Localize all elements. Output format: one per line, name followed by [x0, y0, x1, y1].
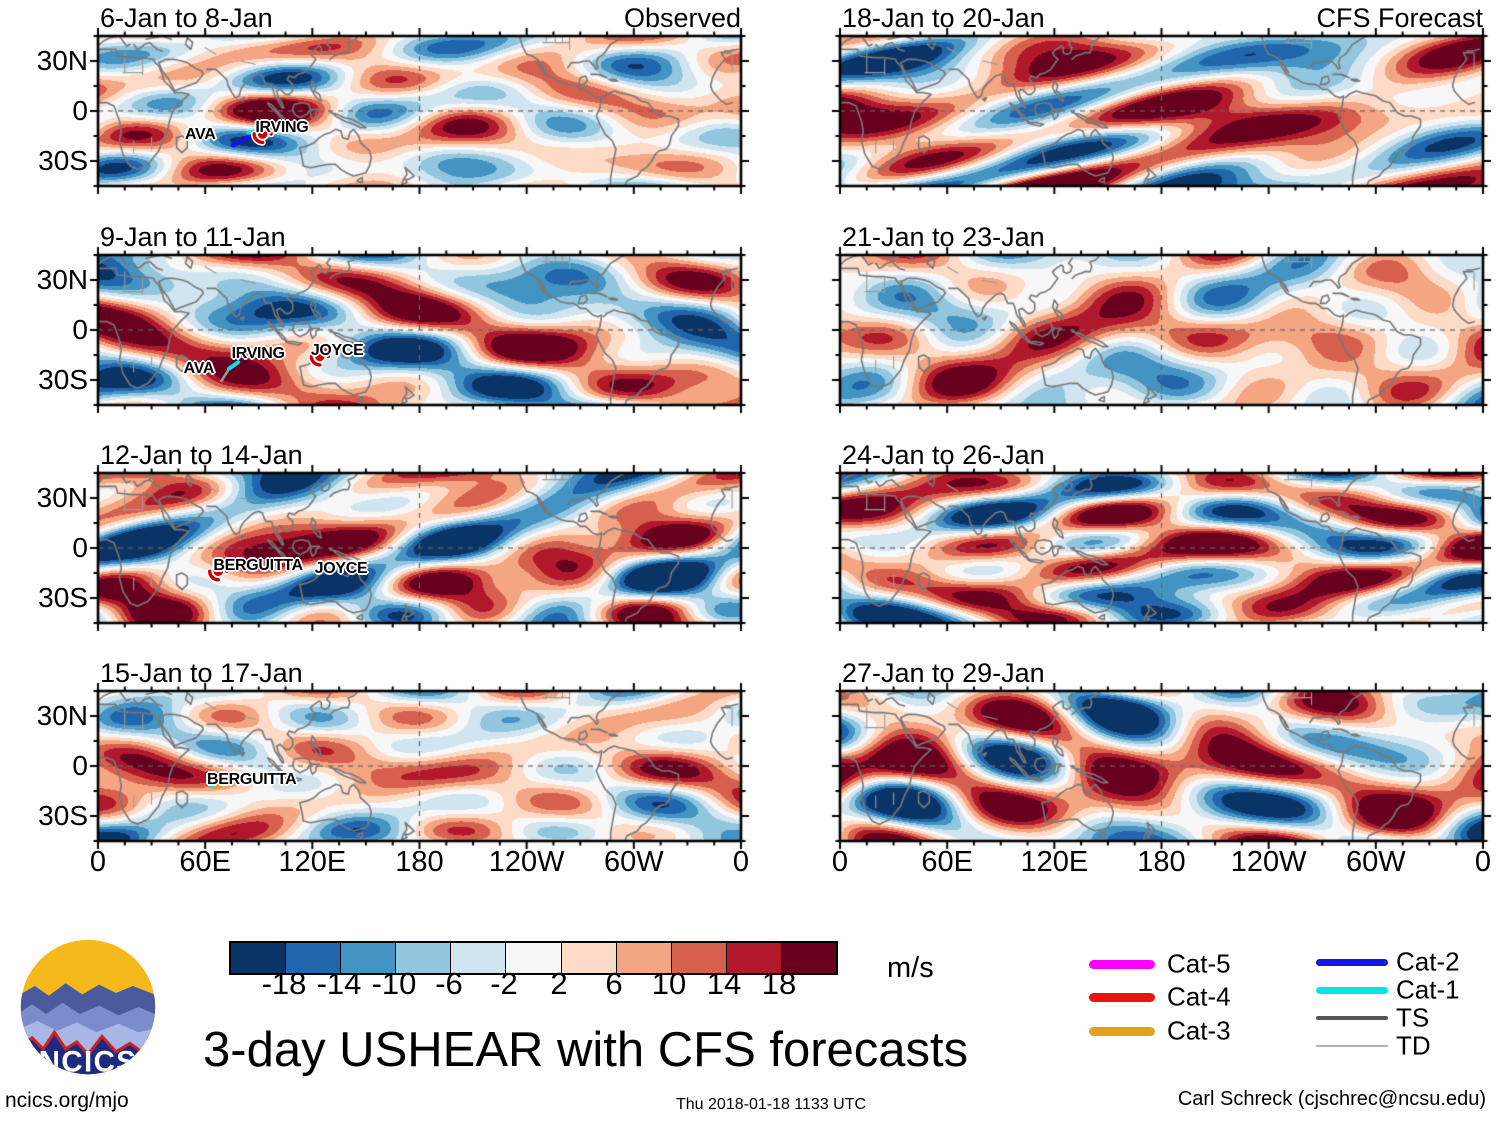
x-axis-label: 180	[1137, 846, 1186, 878]
legend-line-cat-5	[1089, 959, 1155, 969]
x-axis-label: 0	[1474, 846, 1492, 878]
figure-title: 3-day USHEAR with CFS forecasts	[203, 1023, 969, 1077]
colorbar	[229, 941, 838, 975]
credit: Carl Schreck (cjschrec@ncsu.edu)	[1177, 1088, 1486, 1110]
x-axis-label: 0	[732, 846, 750, 878]
legend-label: Cat-4	[1167, 981, 1231, 1012]
shear-map-canvas-1	[88, 245, 751, 415]
colorbar-segment	[725, 943, 781, 973]
colorbar-segment	[231, 943, 286, 973]
colorbar-tick-label: -18	[261, 966, 307, 1001]
legend-label: TD	[1396, 1030, 1431, 1061]
site-label: ncics.org/mjo	[5, 1089, 129, 1112]
legend-line-cat-1	[1316, 986, 1388, 994]
y-axis-label: 30N	[36, 264, 88, 295]
y-axis-label: 0	[72, 532, 88, 563]
colorbar-segment	[450, 943, 506, 973]
colorbar-units: m/s	[887, 952, 934, 984]
colorbar-tick-label: 6	[605, 966, 623, 1001]
colorbar-tick-label: -2	[490, 966, 518, 1001]
y-axis-label: 30S	[38, 145, 88, 176]
logo-text: NCICS	[39, 1045, 137, 1077]
y-axis-label: 30S	[38, 582, 88, 613]
colorbar-segment	[615, 943, 671, 973]
colorbar-segment	[505, 943, 561, 973]
x-axis-label: 60E	[179, 846, 231, 878]
shear-map-canvas-5	[830, 245, 1493, 415]
colorbar-tick-label: -14	[316, 966, 362, 1001]
colorbar-segment	[780, 943, 837, 973]
shear-map-canvas-7	[830, 681, 1493, 851]
x-axis-label: 0	[831, 846, 849, 878]
x-axis-label: 120E	[1020, 846, 1089, 878]
colorbar-segment	[560, 943, 616, 973]
shear-map-canvas-2	[88, 463, 751, 633]
x-axis-label: 60W	[604, 846, 664, 878]
legend-line-cat-2	[1316, 958, 1388, 966]
colorbar-tick-label: 18	[761, 966, 797, 1001]
legend-label: Cat-2	[1396, 946, 1460, 977]
legend-line-cat-4	[1089, 992, 1155, 1002]
y-axis-label: 30N	[36, 482, 88, 513]
y-axis-label: 0	[72, 750, 88, 781]
colorbar-tick-label: -6	[435, 966, 463, 1001]
colorbar-segment	[670, 943, 726, 973]
legend-label: Cat-5	[1167, 948, 1231, 979]
x-axis-label: 120E	[278, 846, 347, 878]
legend-label: Cat-3	[1167, 1015, 1231, 1046]
y-axis-label: 30N	[36, 45, 88, 76]
legend-label: TS	[1396, 1002, 1430, 1033]
shear-map-canvas-3	[88, 681, 751, 851]
shear-map-canvas-0	[88, 26, 751, 196]
x-axis-label: 120W	[1230, 846, 1307, 878]
y-axis-label: 30S	[38, 364, 88, 395]
shear-map-canvas-6	[830, 463, 1493, 633]
y-axis-label: 0	[72, 95, 88, 126]
x-axis-label: 120W	[488, 846, 565, 878]
logo-red-ridgeline	[20, 1029, 156, 1058]
legend-line-td	[1316, 1045, 1388, 1047]
colorbar-tick-label: 2	[550, 966, 568, 1001]
ncics-logo: NCICS	[20, 939, 156, 1077]
shear-map-canvas-4	[830, 26, 1493, 196]
legend-line-cat-3	[1089, 1026, 1155, 1036]
y-axis-label: 0	[72, 314, 88, 345]
x-axis-label: 60W	[1346, 846, 1406, 878]
colorbar-segment	[285, 943, 341, 973]
legend-label: Cat-1	[1396, 974, 1460, 1005]
colorbar-segment	[340, 943, 396, 973]
timestamp: Thu 2018-01-18 1133 UTC	[676, 1096, 867, 1113]
colorbar-tick-label: 10	[651, 966, 687, 1001]
y-axis-label: 30N	[36, 700, 88, 731]
y-axis-label: 30S	[38, 800, 88, 831]
x-axis-label: 0	[89, 846, 107, 878]
legend-line-ts	[1316, 1016, 1388, 1020]
colorbar-segment	[395, 943, 451, 973]
colorbar-tick-label: -10	[371, 966, 417, 1001]
x-axis-label: 60E	[921, 846, 973, 878]
x-axis-label: 180	[395, 846, 444, 878]
colorbar-tick-label: 14	[706, 966, 742, 1001]
